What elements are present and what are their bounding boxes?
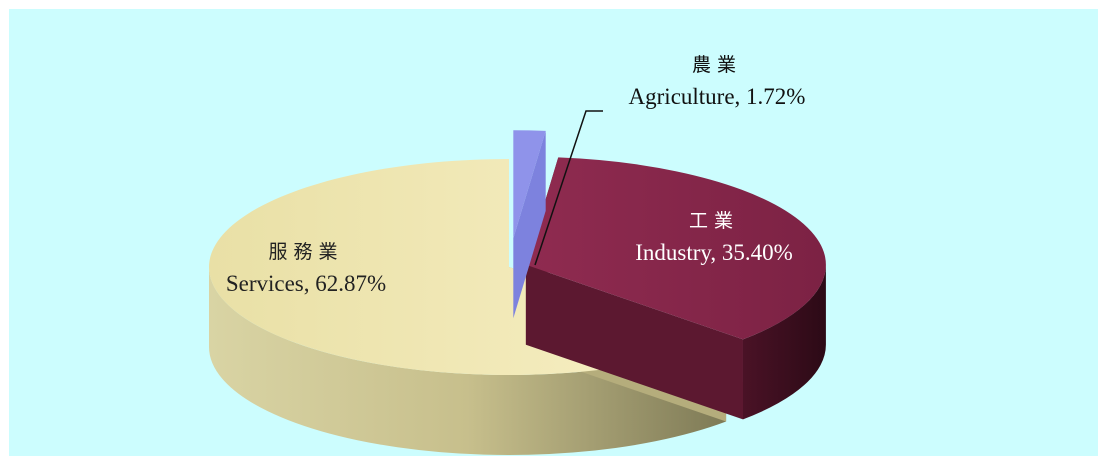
slice-side-wall — [209, 267, 727, 456]
slice-side-wall — [742, 264, 826, 420]
pie-chart — [208, 110, 826, 456]
slice-top — [525, 157, 826, 340]
services-label: 服務業 Services, 62.87% — [226, 236, 386, 300]
services-label-zh: 服務業 — [268, 241, 344, 263]
chart-area: 服務業 Services, 62.87% 工業 Industry, 35.40%… — [9, 9, 1098, 456]
slice-top — [513, 130, 546, 239]
slice-cut-face — [525, 264, 743, 420]
agriculture-leader-line — [534, 110, 603, 266]
agriculture-label-en: Agriculture, 1.72% — [628, 84, 806, 109]
slice-cut-face — [513, 130, 546, 319]
industry-label: 工業 Industry, 35.40% — [635, 205, 793, 269]
industry-label-zh: 工業 — [688, 210, 740, 232]
pie-slice-agriculture — [513, 130, 546, 319]
pie-slice-industry — [525, 157, 826, 420]
agriculture-label: 農業 Agriculture, 1.72% — [629, 49, 806, 113]
industry-label-en: Industry, 35.40% — [635, 240, 793, 265]
services-label-en: Services, 62.87% — [225, 271, 387, 296]
agriculture-label-zh: 農業 — [691, 54, 742, 76]
